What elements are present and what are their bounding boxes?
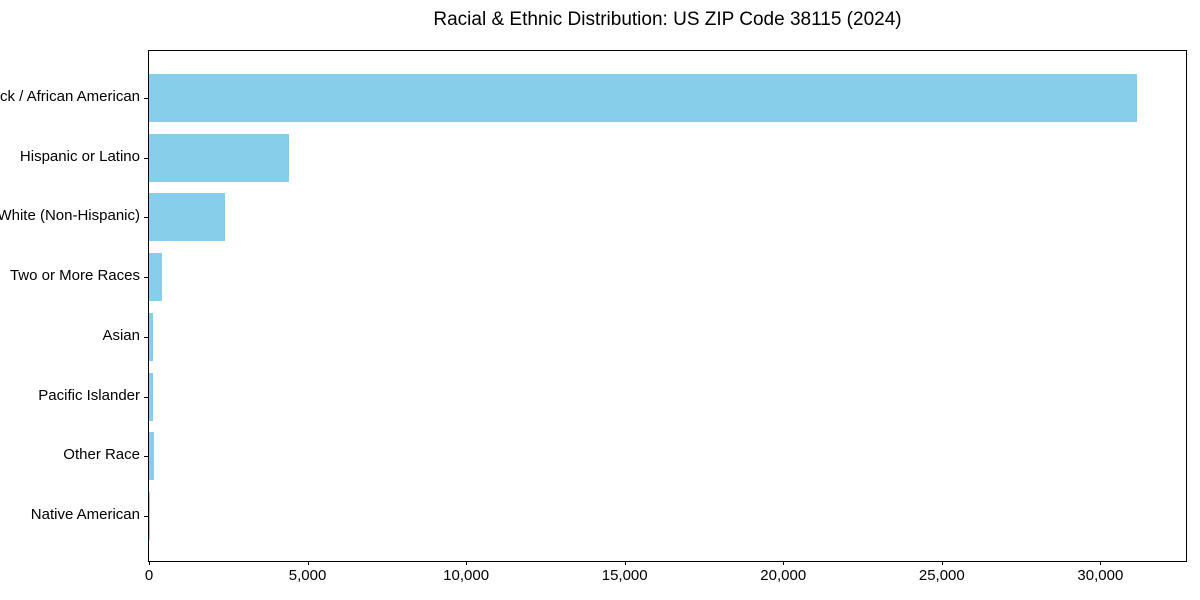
x-tick-label: 25,000 <box>918 567 965 584</box>
x-tick <box>783 561 785 565</box>
y-tick <box>144 277 148 279</box>
y-tick <box>144 98 148 99</box>
x-tick-label: 5,000 <box>288 567 327 584</box>
y-tick <box>144 217 148 219</box>
x-tick-label: 20,000 <box>760 567 807 584</box>
y-tick-label: Black / African American <box>0 88 140 105</box>
y-tick-label: White (Non-Hispanic) <box>0 207 140 225</box>
y-tick-label: Asian <box>102 326 140 344</box>
bar-two-or-more-races <box>149 253 162 302</box>
bar-pacific-islander <box>149 372 153 421</box>
chart-title: Racial & Ethnic Distribution: US ZIP Cod… <box>433 9 902 30</box>
bar-black-african-american <box>149 74 1138 122</box>
x-tick <box>307 561 309 565</box>
y-axis-labels: Black / African American Hispanic or Lati… <box>0 50 140 562</box>
bar-hispanic-or-latino <box>149 133 289 182</box>
x-tick-label: 15,000 <box>601 567 648 584</box>
x-tick <box>466 561 468 565</box>
y-tick-label: Hispanic or Latino <box>19 147 140 165</box>
x-tick <box>1100 561 1102 565</box>
y-tick <box>144 157 148 159</box>
x-tick-label: 30,000 <box>1077 567 1124 584</box>
y-tick-label: Pacific Islander <box>38 386 140 404</box>
x-tick <box>149 561 150 565</box>
x-tick <box>941 561 943 565</box>
y-tick-label: Native American <box>30 505 140 523</box>
y-tick <box>144 515 148 517</box>
bar-asian <box>149 312 153 361</box>
bar-white-non-hispanic <box>149 193 225 242</box>
y-tick <box>144 456 148 458</box>
y-tick-label: Other Race <box>63 446 140 464</box>
bar-other-race <box>149 432 154 481</box>
x-tick <box>624 561 626 565</box>
x-tick-label: 0 <box>144 567 154 584</box>
plot-area: 0 5,000 10,000 15,000 20,000 25,000 30,000 <box>144 50 1187 584</box>
x-tick-label: 10,000 <box>443 567 490 584</box>
y-tick <box>144 396 148 398</box>
y-tick <box>144 336 148 338</box>
y-tick-label: Two or More Races <box>9 267 140 285</box>
